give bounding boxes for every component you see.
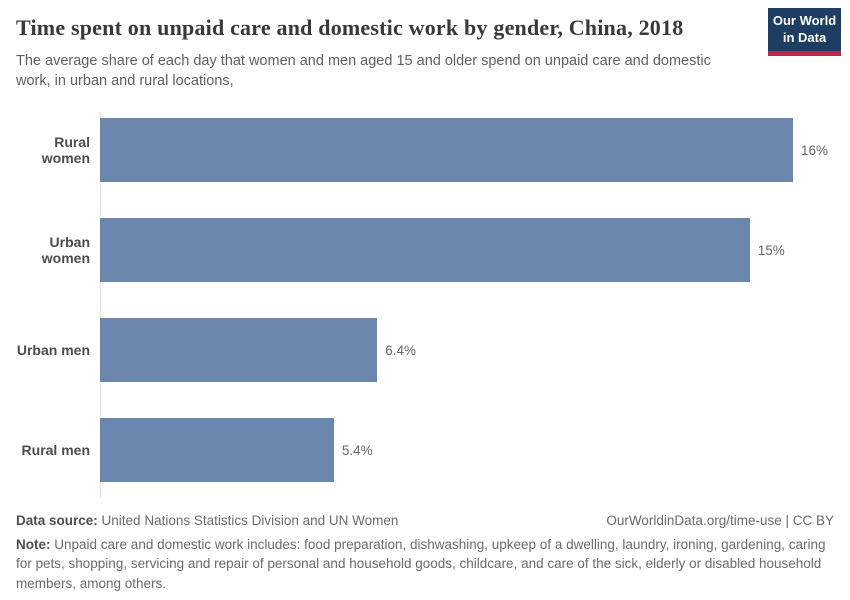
bar-track: 6.4% <box>100 318 834 382</box>
owid-url-link[interactable]: OurWorldinData.org/time-use | CC BY <box>606 513 834 528</box>
category-label: Urban men <box>16 342 90 358</box>
y-axis-line <box>100 112 101 498</box>
category-label: Rural men <box>21 442 90 458</box>
bar[interactable] <box>100 318 378 382</box>
bar-track: 16% <box>100 118 834 182</box>
bar[interactable] <box>100 118 793 182</box>
chart-subtitle: The average share of each day that women… <box>16 52 711 89</box>
chart-row: Rural women 16% <box>16 100 834 200</box>
chart-header: Time spent on unpaid care and domestic w… <box>0 0 850 91</box>
data-source: Data source: United Nations Statistics D… <box>16 513 398 528</box>
owid-logo[interactable]: Our World in Data <box>768 8 841 56</box>
value-label: 15% <box>757 242 785 258</box>
chart-row: Urban men 6.4% <box>16 300 834 400</box>
bar[interactable] <box>100 418 334 482</box>
data-source-text: United Nations Statistics Division and U… <box>101 513 399 528</box>
data-source-label: Data source: <box>16 513 98 528</box>
value-label: 6.4% <box>385 342 416 358</box>
chart-note-label: Note: <box>16 537 51 552</box>
chart-row: Urban women 15% <box>16 200 834 300</box>
logo-line-1: Our World <box>772 13 837 28</box>
bar-track: 5.4% <box>100 418 834 482</box>
bar-track: 15% <box>100 218 834 282</box>
chart-footer: Data source: United Nations Statistics D… <box>16 513 834 593</box>
value-label: 16% <box>801 142 829 158</box>
category-label: Urban women <box>41 234 90 266</box>
chart-note-text: Unpaid care and domestic work includes: … <box>16 537 826 591</box>
chart-row: Rural men 5.4% <box>16 400 834 500</box>
bar-chart: Rural women 16% Urban women 15% Urban men 6.4… <box>16 100 834 500</box>
bar[interactable] <box>100 218 750 282</box>
source-row: Data source: United Nations Statistics D… <box>16 513 834 528</box>
chart-note: Note: Unpaid care and domestic work incl… <box>16 535 834 593</box>
logo-line-2: in Data <box>782 29 827 45</box>
value-label: 5.4% <box>341 442 373 458</box>
page-title: Time spent on unpaid care and domestic w… <box>16 15 684 40</box>
category-label: Rural women <box>41 134 90 166</box>
